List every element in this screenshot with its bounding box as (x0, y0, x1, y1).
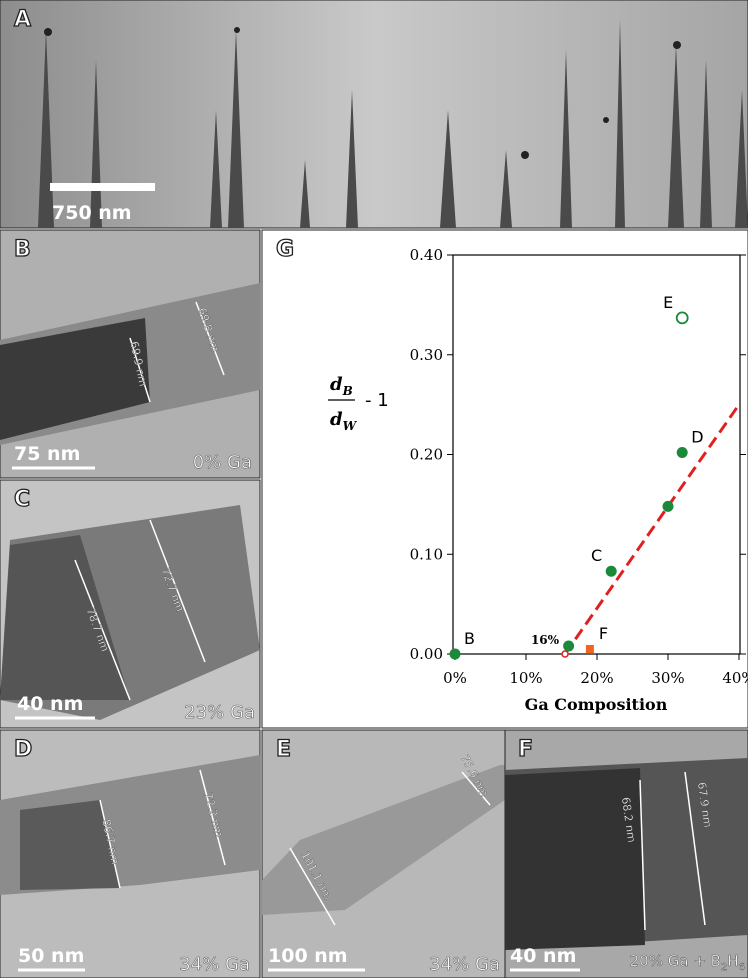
panel-letter: F (518, 737, 533, 762)
point (677, 447, 688, 458)
point-label: F (599, 624, 608, 643)
scale-bar-label: 40 nm (17, 693, 83, 715)
panel-f: 68.2 nm 67.9 nm 40 nm 20% Ga + B2H6 F (505, 730, 748, 978)
y-tick-label: 0.40 (410, 246, 443, 264)
panel-letter: A (14, 7, 31, 32)
panel-e: 101.1 nm 75.6 nm 100 nm 34% Ga E (262, 730, 505, 978)
annotation: 16% (531, 633, 560, 647)
point-label: B (464, 629, 475, 648)
y-tick-label: 0.30 (410, 346, 443, 364)
composition: 0% Ga (193, 452, 252, 473)
page: 750 nm A 69.9 nm 69.8 nm 75 nm 0% Ga B 7… (0, 0, 748, 978)
panel-c: 78.7 nm 72.7 nm 40 nm 23% Ga C (0, 480, 260, 728)
panel-b: 69.9 nm 69.8 nm 75 nm 0% Ga B (0, 230, 260, 478)
point (677, 312, 688, 323)
panel-d: 86.7 nm 72.2 nm 50 nm 34% Ga D (0, 730, 260, 978)
panel-letter: G (276, 237, 294, 262)
point-label: E (663, 293, 673, 312)
y-tick-label: 0.20 (410, 446, 443, 464)
x-tick-label: 30% (651, 669, 684, 687)
y-tick-label: 0.00 (410, 645, 443, 663)
scale-bar-label: 75 nm (14, 443, 80, 465)
figure: 750 nm A 69.9 nm 69.8 nm 75 nm 0% Ga B 7… (0, 0, 748, 978)
point (562, 651, 568, 657)
x-axis-label: Ga Composition (525, 695, 668, 714)
ylabel-part: B (342, 384, 353, 398)
y-tick-label: 0.10 (410, 545, 443, 563)
ylabel-part: d (330, 374, 343, 395)
scale-bar-label: 40 nm (510, 945, 576, 967)
point (606, 566, 617, 577)
composition-part: 6 (739, 962, 745, 973)
panel-letter: E (276, 737, 291, 762)
point (586, 645, 594, 653)
ylabel-part: d (330, 409, 343, 430)
x-tick-label: 10% (509, 669, 542, 687)
composition-part: H (727, 952, 738, 970)
point (450, 649, 461, 660)
panel-letter: C (14, 487, 30, 512)
scale-bar-label: 750 nm (52, 202, 132, 224)
point-label: D (691, 428, 703, 447)
x-tick-label: 20% (580, 669, 613, 687)
x-tick-label: 0% (443, 669, 467, 687)
composition: 34% Ga (179, 954, 250, 975)
ylabel-part: - 1 (365, 390, 389, 411)
scale-bar-label: 50 nm (18, 945, 84, 967)
x-tick-label: 40% (722, 669, 748, 687)
ylabel-part: W (343, 419, 358, 433)
panel-letter: D (14, 737, 32, 762)
composition: 23% Ga (184, 702, 255, 723)
composition: 34% Ga (429, 954, 500, 975)
scale-bar-label: 100 nm (268, 945, 348, 967)
composition: 20% Ga + B2H6 (630, 952, 745, 973)
point (663, 501, 674, 512)
point-label: C (591, 546, 602, 565)
composition-part: 20% Ga + B (630, 952, 721, 970)
panel-g: G Ga Composition dB dW - 1 (262, 230, 748, 728)
panel-a: 750 nm A (0, 0, 748, 228)
panel-letter: B (14, 237, 31, 262)
point (563, 641, 574, 652)
